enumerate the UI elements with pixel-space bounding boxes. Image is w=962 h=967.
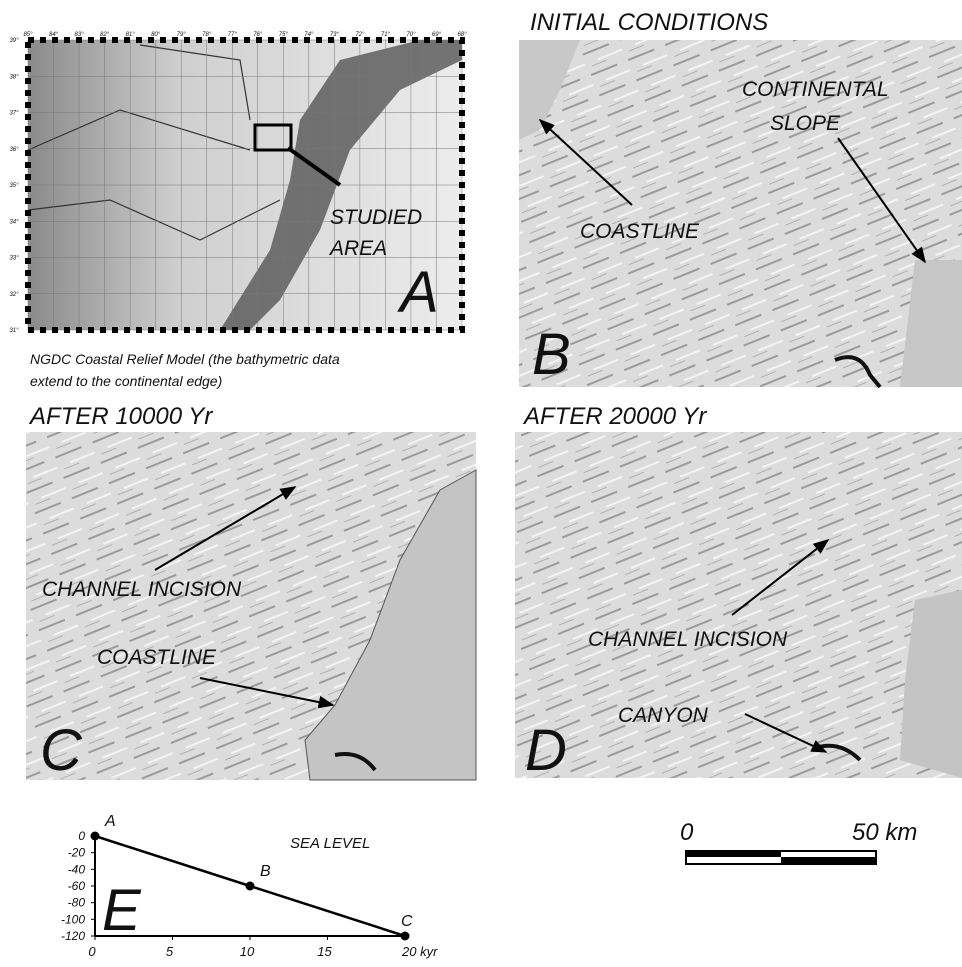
x-tick-label: 15 xyxy=(317,944,332,959)
panel-letter: E xyxy=(102,878,142,943)
panel-letter: D xyxy=(525,718,567,783)
terrain xyxy=(519,40,962,387)
scale-label: 0 xyxy=(680,819,694,846)
caption: NGDC Coastal Relief Model (the bathymetr… xyxy=(30,351,340,367)
scale-segment xyxy=(781,857,876,864)
lat-label: 36° xyxy=(9,147,19,153)
point-label: B xyxy=(260,863,271,880)
data-point xyxy=(246,882,255,891)
data-point xyxy=(91,832,100,841)
panel-title: AFTER 10000 Yr xyxy=(28,403,213,430)
lat-label: 32° xyxy=(9,292,19,298)
y-tick-label: -80 xyxy=(68,896,86,910)
chart-title: SEA LEVEL xyxy=(290,835,370,852)
label: CHANNEL INCISION xyxy=(42,578,242,601)
lat-label: 37° xyxy=(9,111,19,117)
lat-label: 33° xyxy=(9,256,19,262)
panel-c: AFTER 10000 Yr CHANNEL INCISION COASTLIN… xyxy=(26,403,476,783)
lat-label: 39° xyxy=(9,38,19,44)
scale-segment xyxy=(686,851,781,857)
label: CANYON xyxy=(618,704,709,727)
caption: extend to the continental edge) xyxy=(30,373,222,389)
label: SLOPE xyxy=(770,112,841,135)
data-point xyxy=(401,932,410,941)
x-tick-label: 10 xyxy=(240,944,255,959)
label: STUDIED xyxy=(330,206,422,229)
label: AREA xyxy=(328,237,387,260)
y-tick-label: -40 xyxy=(68,862,86,876)
terrain xyxy=(515,432,962,778)
lat-label: 31° xyxy=(9,328,19,334)
label: COASTLINE xyxy=(580,220,700,243)
panel-letter: C xyxy=(40,718,83,783)
x-tick-label: 0 xyxy=(88,944,96,959)
y-tick-label: -120 xyxy=(61,929,85,943)
x-tick-label: 20 kyr xyxy=(401,944,438,959)
point-label: C xyxy=(401,913,413,930)
y-tick-label: -60 xyxy=(68,879,86,893)
label: COASTLINE xyxy=(97,646,217,669)
panel-title: INITIAL CONDITIONS xyxy=(530,9,768,36)
y-tick-label: 0 xyxy=(78,829,85,843)
point-label: A xyxy=(104,813,116,830)
panel-letter: A xyxy=(397,260,439,325)
label: CONTINENTAL xyxy=(742,78,889,101)
panel-letter: B xyxy=(532,322,571,387)
panel-d: AFTER 20000 Yr CHANNEL INCISION CANYON D xyxy=(515,403,962,783)
lat-label: 35° xyxy=(9,183,19,189)
y-tick-label: -20 xyxy=(68,846,86,860)
label: CHANNEL INCISION xyxy=(588,628,788,651)
scale-label: 50 km xyxy=(852,819,917,846)
panel-title: AFTER 20000 Yr xyxy=(522,403,707,430)
panel-a: 85°84°83°82°81°80°79°78°77°76°75°74°73°7… xyxy=(9,32,467,389)
x-tick-label: 5 xyxy=(166,944,174,959)
scale-bar: 0 50 km xyxy=(680,819,917,864)
y-tick-label: -100 xyxy=(61,912,85,926)
figure: 85°84°83°82°81°80°79°78°77°76°75°74°73°7… xyxy=(0,0,962,967)
lat-label: 38° xyxy=(9,74,19,80)
lat-label: 34° xyxy=(9,219,19,225)
panel-b: INITIAL CONDITIONS CONTINENTAL SLOPE COA… xyxy=(519,9,962,387)
